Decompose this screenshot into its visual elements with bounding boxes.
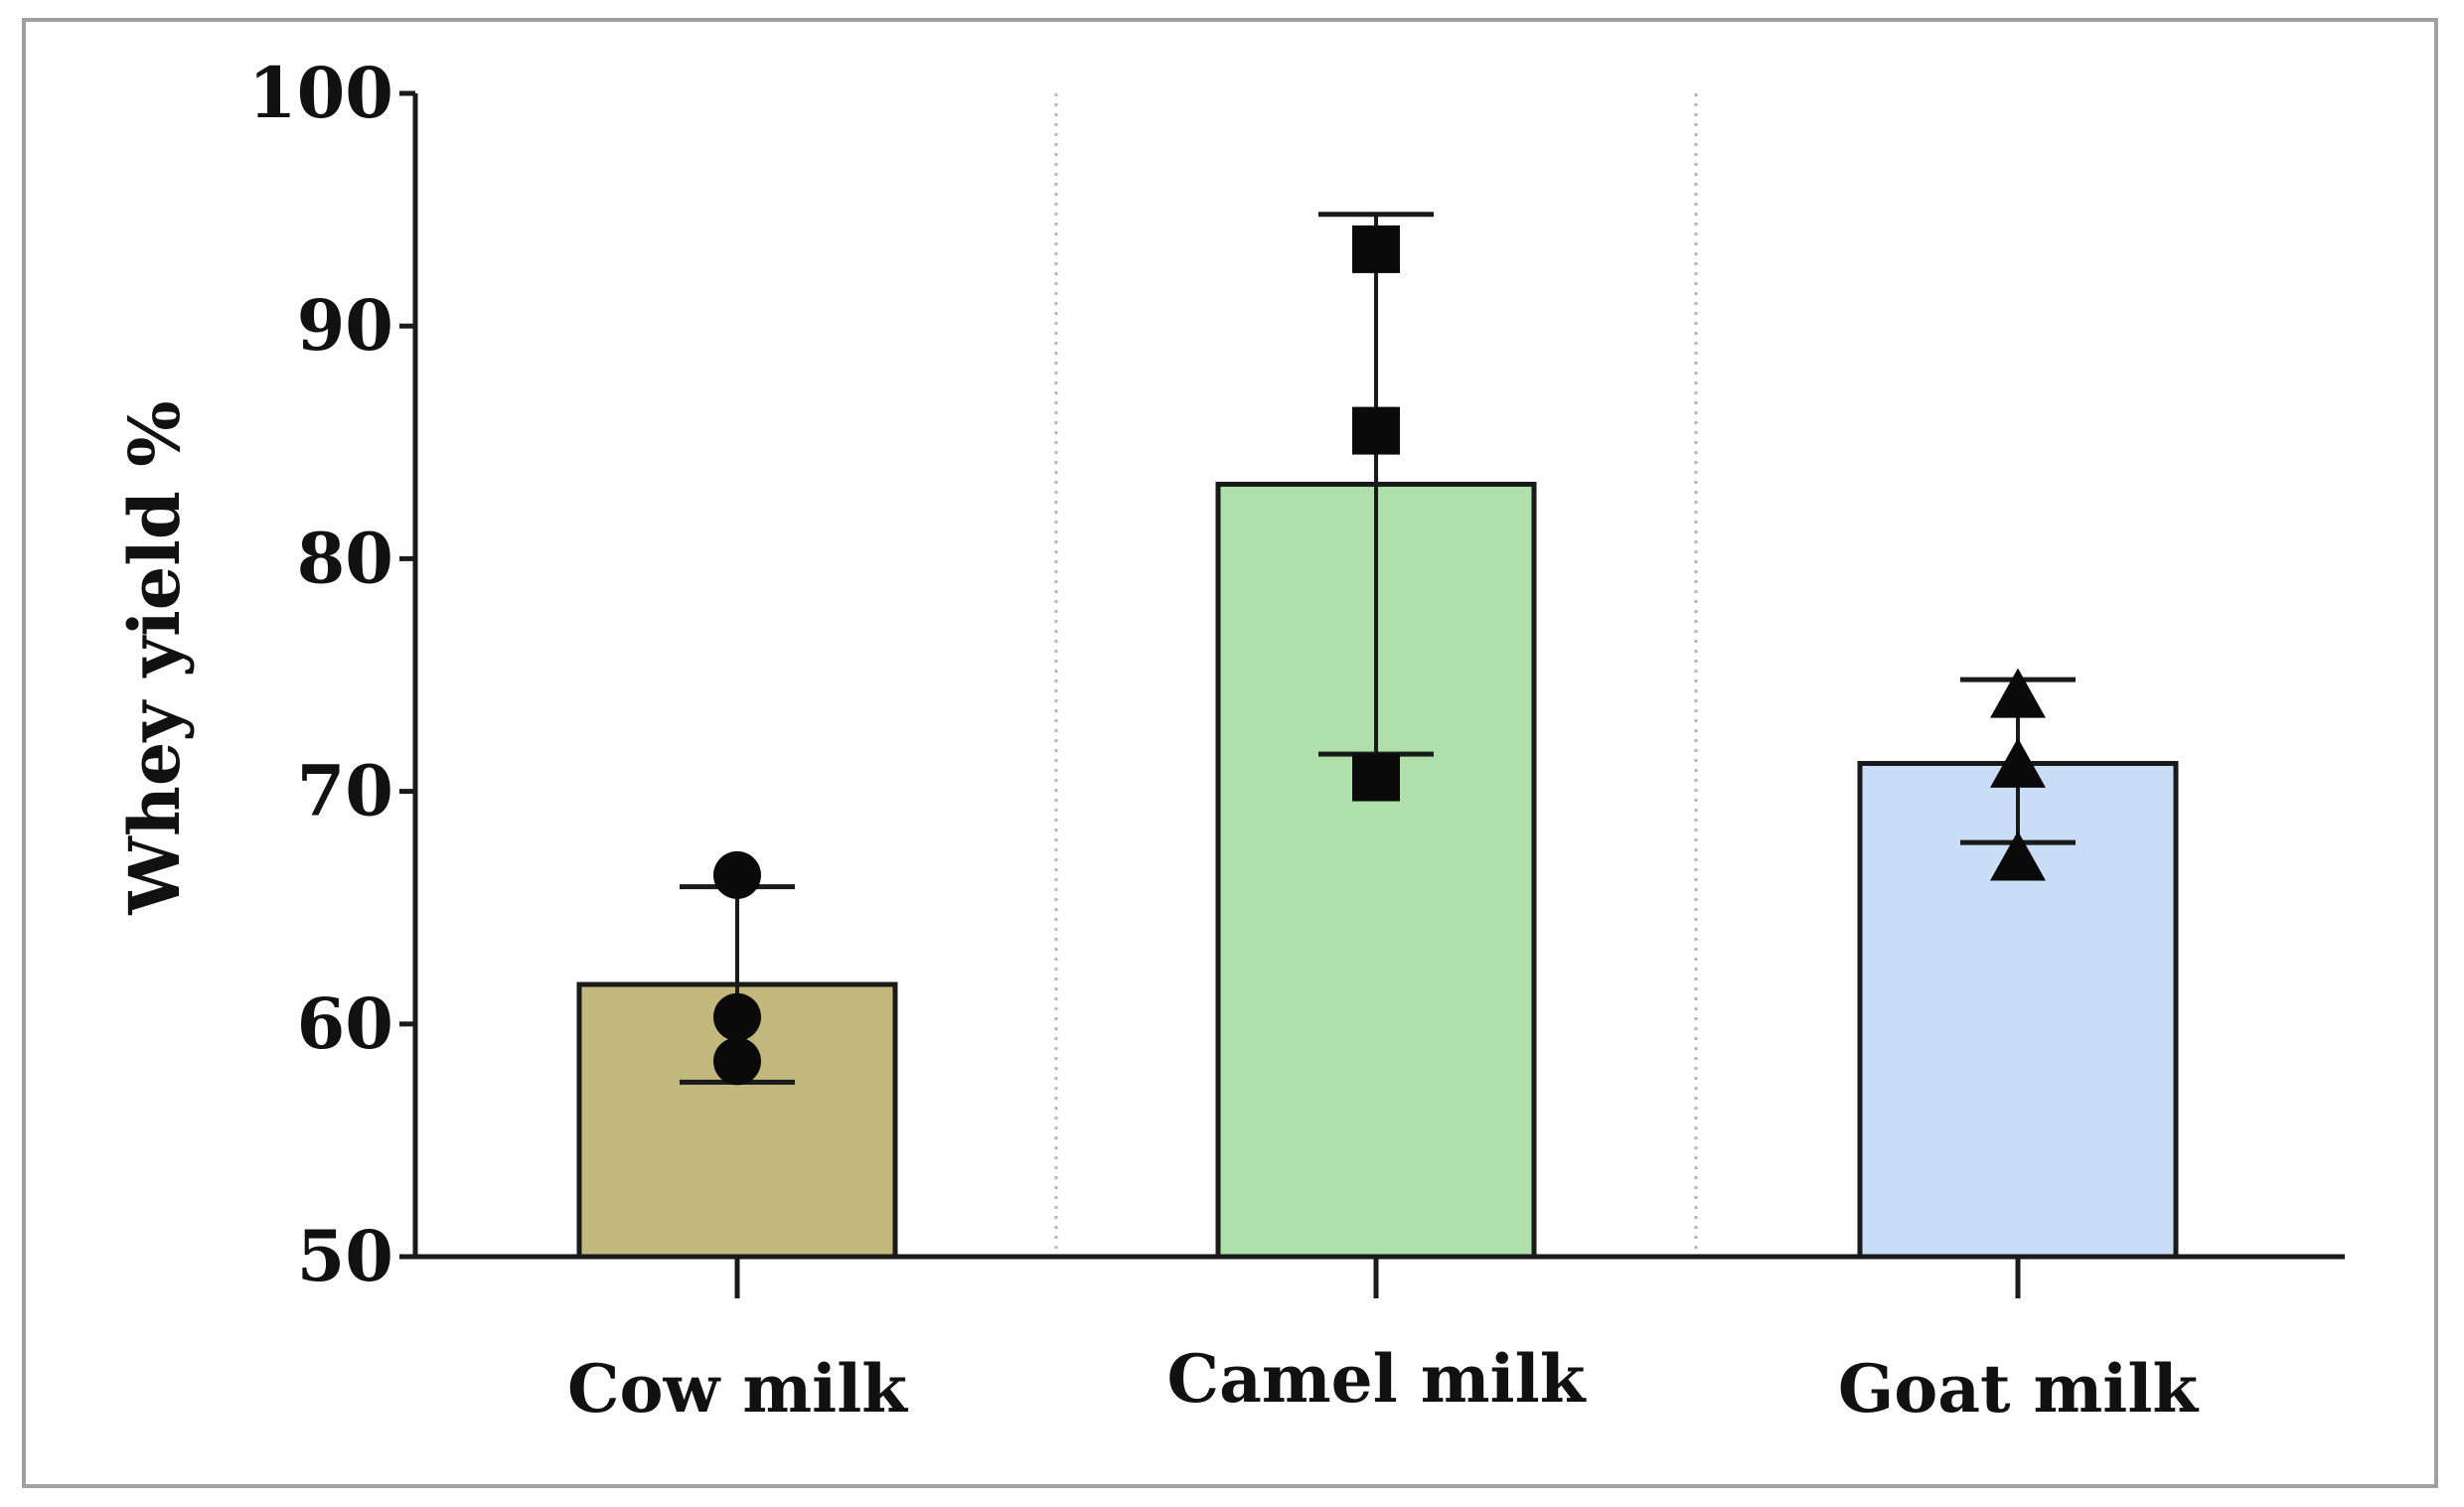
data-point-2-1 [1352,225,1400,273]
data-point-3-3 [1990,830,2046,881]
y-tick-label-60: 60 [297,982,393,1065]
y-tick-label-50: 50 [297,1215,393,1297]
category-label-cow-milk: Cow milk [567,1350,908,1428]
y-tick-label-100: 100 [248,52,393,134]
y-tick-label-90: 90 [297,284,393,367]
data-point-1-3 [713,1037,761,1086]
y-ticks: 50 60 70 80 90 100 [248,52,415,1297]
data-point-1-2 [713,992,761,1041]
data-point-3-1 [1990,668,2046,718]
data-point-2-3 [1352,753,1400,802]
y-tick-label-70: 70 [297,750,393,832]
y-axis-title: Whey yield % [113,400,196,915]
y-tick-label-80: 80 [297,517,393,599]
data-point-2-2 [1352,406,1400,455]
data-point-3-2 [1990,737,2046,788]
category-label-goat-milk: Goat milk [1838,1350,2200,1428]
category-label-camel-milk: Camel milk [1167,1340,1587,1418]
error-bars [680,212,2076,1085]
data-points [713,225,2046,1086]
x-ticks: Cow milk Camel milk Goat milk [567,1257,2199,1428]
data-point-1-1 [713,850,761,899]
